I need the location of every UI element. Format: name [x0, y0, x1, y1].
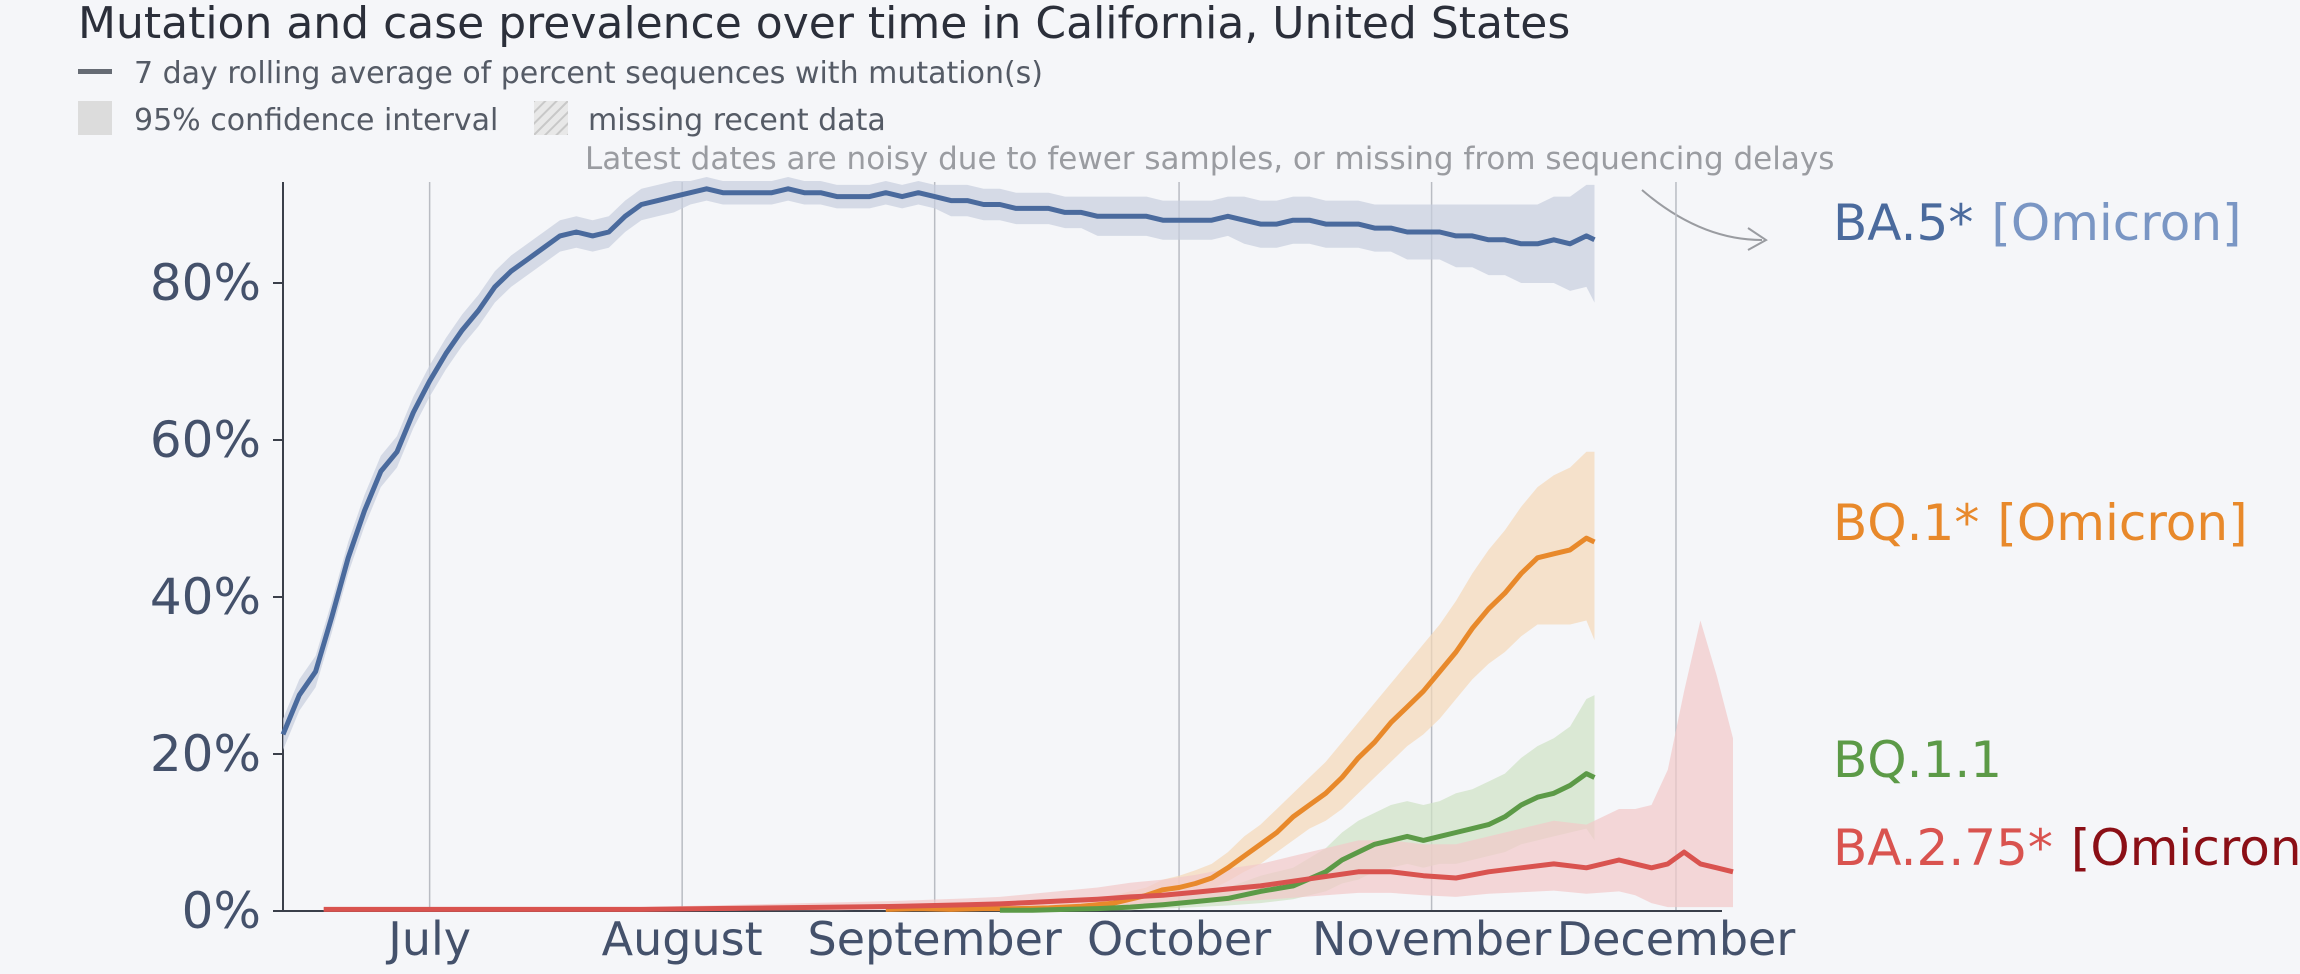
x-tick-label: August	[602, 912, 763, 966]
noise-note: Latest dates are noisy due to fewer samp…	[585, 141, 1834, 177]
legend: 7 day rolling average of percent sequenc…	[78, 56, 1043, 138]
y-tick-label: 20%	[150, 725, 261, 783]
y-tick-label: 60%	[150, 411, 261, 469]
x-tick-label: November	[1312, 912, 1551, 966]
x-tick-label: July	[385, 912, 471, 966]
series-line-bq-1-1	[999, 771, 1596, 913]
legend-line-label: 7 day rolling average of percent sequenc…	[134, 56, 1043, 91]
legend-ci-label: 95% confidence interval	[134, 103, 498, 138]
series-name: BA.5*	[1833, 194, 1973, 252]
series-line-ba-5	[280, 186, 1596, 736]
series-lines	[280, 186, 1734, 913]
series-label-ba-2-75: BA.2.75* [Omicron]	[1833, 819, 2300, 877]
y-tick-label: 0%	[182, 882, 261, 940]
y-ticks: 0% 20% 40% 60% 80%	[150, 254, 283, 940]
series-name: BA.2.75*	[1833, 819, 2053, 877]
note-arrow	[1641, 189, 1763, 241]
series-label-bq-1-1: BQ.1.1	[1833, 731, 2002, 789]
x-ticks: July August September October November Decemb…	[385, 912, 1795, 966]
x-tick-label: October	[1087, 912, 1271, 966]
series-label-bq-1: BQ.1* [Omicron]	[1833, 494, 2248, 552]
series-lineage-tag: [Omicron]	[1997, 494, 2247, 552]
y-tick-label: 40%	[150, 568, 261, 626]
series-labels: BA.5* [Omicron] BQ.1* [Omicron] BQ.1.1 BA.2.7…	[1833, 194, 2300, 877]
series-line-bq-1	[885, 535, 1596, 912]
series-name: BQ.1*	[1833, 494, 1979, 552]
series-label-ba-5: BA.5* [Omicron]	[1833, 194, 2242, 252]
legend-ci-swatch	[78, 101, 112, 135]
ci-band-ba-5	[283, 177, 1595, 751]
gridlines	[428, 182, 1677, 911]
series-line-ba-2-75	[323, 849, 1734, 912]
series-lineage-tag: [Omicron]	[2071, 819, 2300, 877]
note-arrowhead-icon	[1747, 227, 1768, 251]
y-tick-label: 80%	[150, 254, 261, 312]
series-lineage-tag: [Omicron]	[1991, 194, 2241, 252]
ci-band-bq-1	[885, 451, 1595, 911]
legend-missing-label: missing recent data	[588, 103, 886, 138]
legend-line-swatch	[78, 69, 112, 74]
x-tick-label: September	[808, 912, 1062, 966]
chart-title: Mutation and case prevalence over time i…	[78, 0, 1570, 49]
series-name: BQ.1.1	[1833, 731, 2002, 789]
legend-missing-swatch	[534, 101, 568, 135]
ci-band-ba-2-75	[323, 620, 1734, 911]
ci-bands	[283, 177, 1734, 911]
x-tick-label: December	[1557, 912, 1796, 966]
